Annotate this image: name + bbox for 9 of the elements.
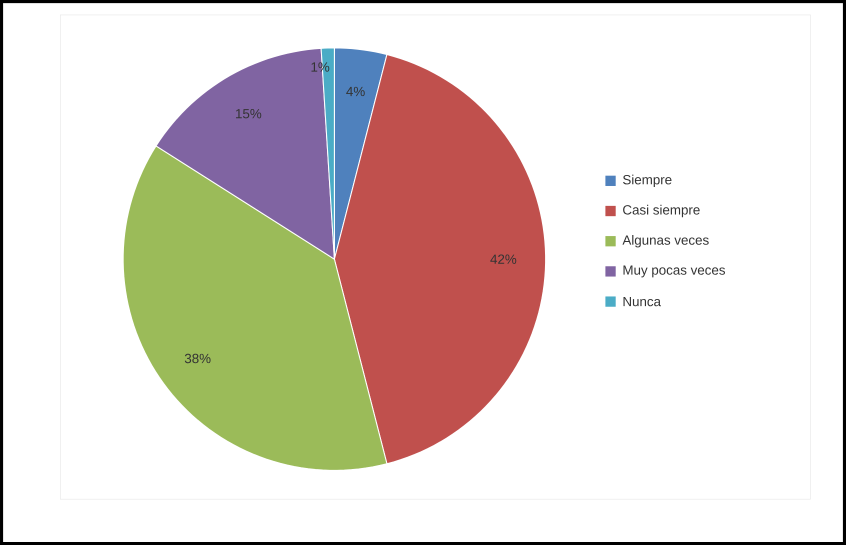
legend-label: Muy pocas veces [624,265,726,278]
data-label: 4% [346,86,365,96]
data-label: 42% [490,254,516,264]
legend-label: Casi siempre [623,204,700,218]
legend-label: Nunca [624,296,661,306]
legend-label: Algunas veces [622,234,709,248]
legend-label: Siempre [623,174,672,188]
data-label: 38% [184,354,211,364]
data-label: 15% [236,108,262,118]
